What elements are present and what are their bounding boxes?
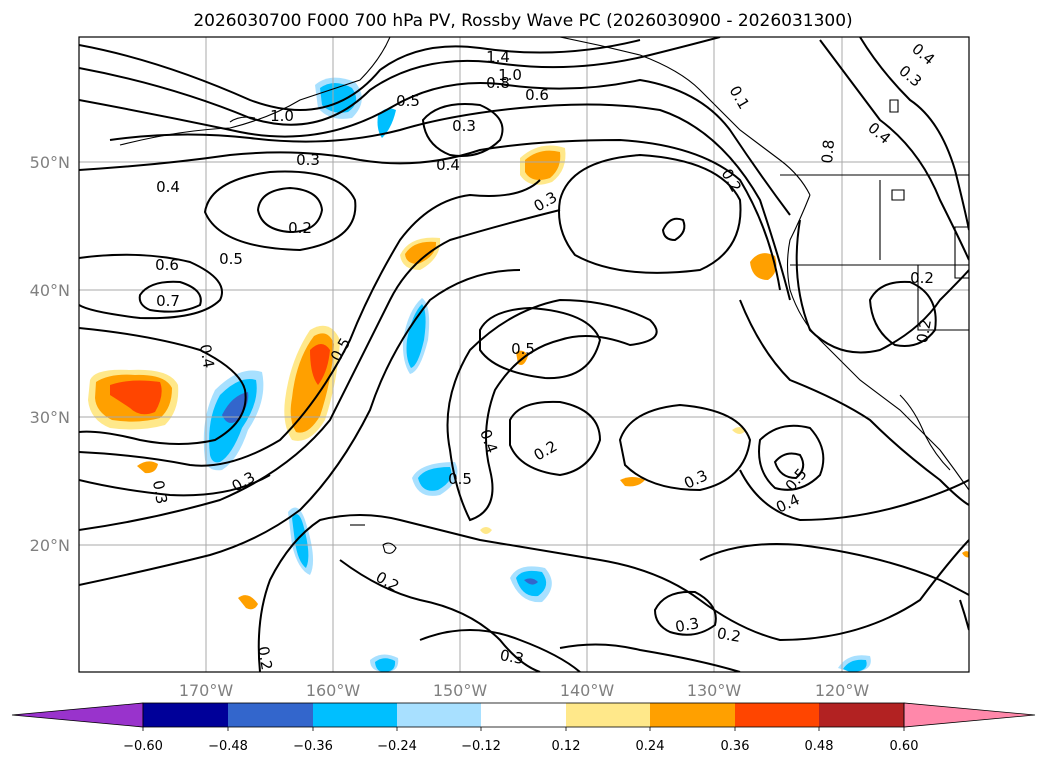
colorbar-tick-label: 0.48 [805, 739, 834, 754]
contour-label: 0.4 [156, 178, 180, 196]
colorbar-bin [143, 703, 228, 727]
positive-anomaly [480, 527, 492, 534]
positive-anomaly [750, 253, 777, 280]
colorbar-tick-label: −0.12 [461, 739, 501, 754]
colorbar-tick-label: −0.24 [377, 739, 417, 754]
contour-label: 0.6 [525, 86, 549, 104]
lon-label: 130°W [687, 681, 742, 700]
contour-label: 0.3 [452, 117, 476, 135]
negative-anomaly [377, 108, 396, 138]
lat-label: 50°N [30, 153, 70, 172]
gridlines [79, 37, 969, 672]
lon-label: 170°W [179, 681, 234, 700]
contour-label: 1.4 [486, 48, 510, 66]
contour-label: 0.2 [910, 269, 934, 287]
colorbar-tick-label: −0.36 [293, 739, 333, 754]
contour-label: 1.0 [498, 66, 522, 84]
contour-label: 0.2 [254, 645, 276, 672]
contour-label: 0.7 [156, 292, 180, 310]
lat-label: 30°N [30, 408, 70, 427]
colorbar-bin [228, 703, 313, 727]
negative-anomaly [222, 392, 249, 424]
colorbar: −0.60 −0.48 −0.36 −0.24 −0.12 0.12 0.24 … [11, 702, 1036, 754]
positive-anomaly [310, 344, 330, 385]
contour-label: 0.3 [674, 614, 701, 636]
lon-label: 160°W [306, 681, 361, 700]
colorbar-tick-label: 0.36 [721, 739, 750, 754]
figure-title: 2026030700 F000 700 hPa PV, Rossby Wave … [193, 11, 852, 31]
colorbar-bin [819, 703, 904, 727]
positive-anomaly [238, 595, 258, 610]
colorbar-tick-label: 0.24 [636, 739, 665, 754]
contour-label: 0.5 [219, 250, 243, 268]
coastlines [119, 37, 969, 554]
map-frame [78, 36, 970, 673]
colorbar-over-triangle [903, 702, 1036, 728]
contour-label: 0.2 [913, 318, 935, 345]
contour-label: 0.8 [486, 74, 510, 92]
contour-label: 0.3 [499, 646, 526, 668]
contour-label: 0.3 [149, 479, 171, 506]
colorbar-under-triangle [11, 702, 144, 728]
colorbar-tick-label: −0.60 [123, 739, 163, 754]
contour-label: 0.6 [155, 256, 179, 274]
negative-anomaly [406, 304, 426, 368]
colorbar-tick-label: −0.48 [208, 739, 248, 754]
contour-label: 1.0 [270, 107, 294, 125]
contour-label: 0.3 [296, 151, 320, 169]
positive-anomaly [110, 380, 162, 415]
lat-label: 20°N [30, 536, 70, 555]
colorbar-bin [650, 703, 735, 727]
negative-anomaly [524, 578, 538, 585]
colorbar-tick-label: 0.12 [552, 739, 581, 754]
pv-contours [79, 37, 969, 672]
positive-anomaly [405, 241, 437, 264]
shaded-anomalies [88, 77, 969, 672]
lon-label: 120°W [815, 681, 870, 700]
contour-label: 0.5 [511, 340, 535, 358]
negative-anomaly [843, 659, 867, 672]
positive-anomaly [962, 551, 969, 558]
contour-label: 0.4 [196, 343, 218, 370]
negative-anomaly [292, 514, 309, 568]
map-panel: 1.4 1.0 0.8 0.6 1.0 0.5 0.3 0.4 0.3 0.4 … [30, 36, 970, 700]
contour-label: 0.8 [818, 139, 838, 164]
lon-label: 140°W [560, 681, 615, 700]
contour-label: 0.2 [288, 219, 312, 237]
negative-anomaly [418, 467, 452, 491]
latitude-labels: 50°N 40°N 30°N 20°N [30, 153, 70, 555]
longitude-labels: 170°W 160°W 150°W 140°W 130°W 120°W [179, 681, 870, 700]
contour-label: 0.5 [448, 470, 472, 488]
positive-anomaly [525, 150, 561, 180]
contour-label: 0.4 [436, 156, 460, 174]
colorbar-bin [481, 703, 566, 727]
contour-label: 0.2 [716, 624, 743, 646]
negative-anomaly [375, 658, 396, 672]
colorbar-tick-label: 0.60 [890, 739, 919, 754]
positive-anomaly [137, 461, 158, 474]
colorbar-bin [735, 703, 819, 727]
colorbar-bin [566, 703, 650, 727]
lat-label: 40°N [30, 281, 70, 300]
colorbar-bin [313, 703, 397, 727]
lon-label: 150°W [433, 681, 488, 700]
positive-anomaly [620, 477, 645, 487]
colorbar-bin [397, 703, 481, 727]
contour-label: 0.5 [396, 92, 420, 110]
